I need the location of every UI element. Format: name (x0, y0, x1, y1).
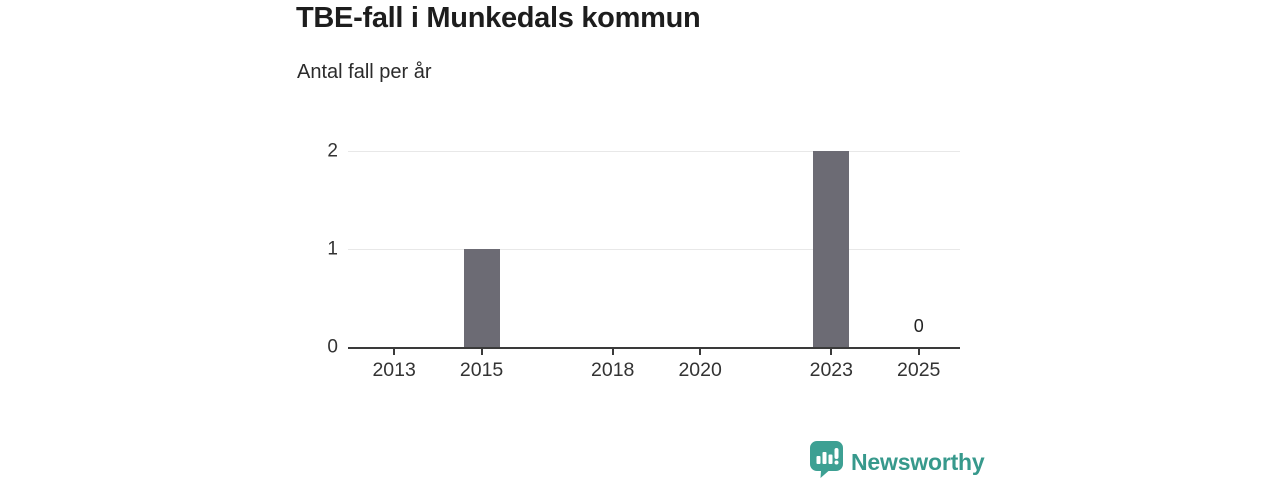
brand-name: Newsworthy (851, 448, 985, 475)
x-tick-label-2023: 2023 (809, 359, 853, 381)
gridline-y2 (348, 151, 960, 152)
y-axis-labels: 0 1 2 (280, 142, 338, 357)
x-tick-label-2018: 2018 (591, 359, 635, 381)
x-axis-line (348, 346, 960, 349)
x-tick-label-2020: 2020 (678, 359, 722, 381)
gridline-y1 (348, 249, 960, 250)
x-tick-2025 (917, 349, 920, 355)
chart-title: TBE-fall i Munkedals kommun (296, 2, 701, 34)
x-tick-2023 (830, 349, 833, 355)
newsworthy-speech-bubble-bars-exclamation-icon (810, 441, 843, 480)
x-axis: 2013 2015 2018 2020 2023 2025 (348, 347, 960, 387)
x-tick-label-2015: 2015 (459, 359, 504, 381)
chart-subtitle: Antal fall per år (297, 61, 432, 83)
y-tick-label-0: 0 (327, 336, 338, 358)
plot-area: 0 (348, 151, 960, 349)
x-tick-2013 (393, 349, 396, 355)
x-tick-label-2013: 2013 (372, 359, 416, 381)
x-tick-2020 (699, 349, 702, 355)
x-tick-2015 (480, 349, 483, 355)
bar-2015 (463, 249, 500, 347)
value-label-2025: 0 (913, 316, 924, 336)
y-tick-label-2: 2 (327, 140, 338, 162)
newsworthy-logo: Newsworthy (810, 441, 985, 480)
bar-2023 (813, 151, 850, 347)
x-tick-label-2025: 2025 (897, 359, 941, 381)
x-tick-2018 (611, 349, 614, 355)
y-tick-label-1: 1 (327, 238, 338, 260)
